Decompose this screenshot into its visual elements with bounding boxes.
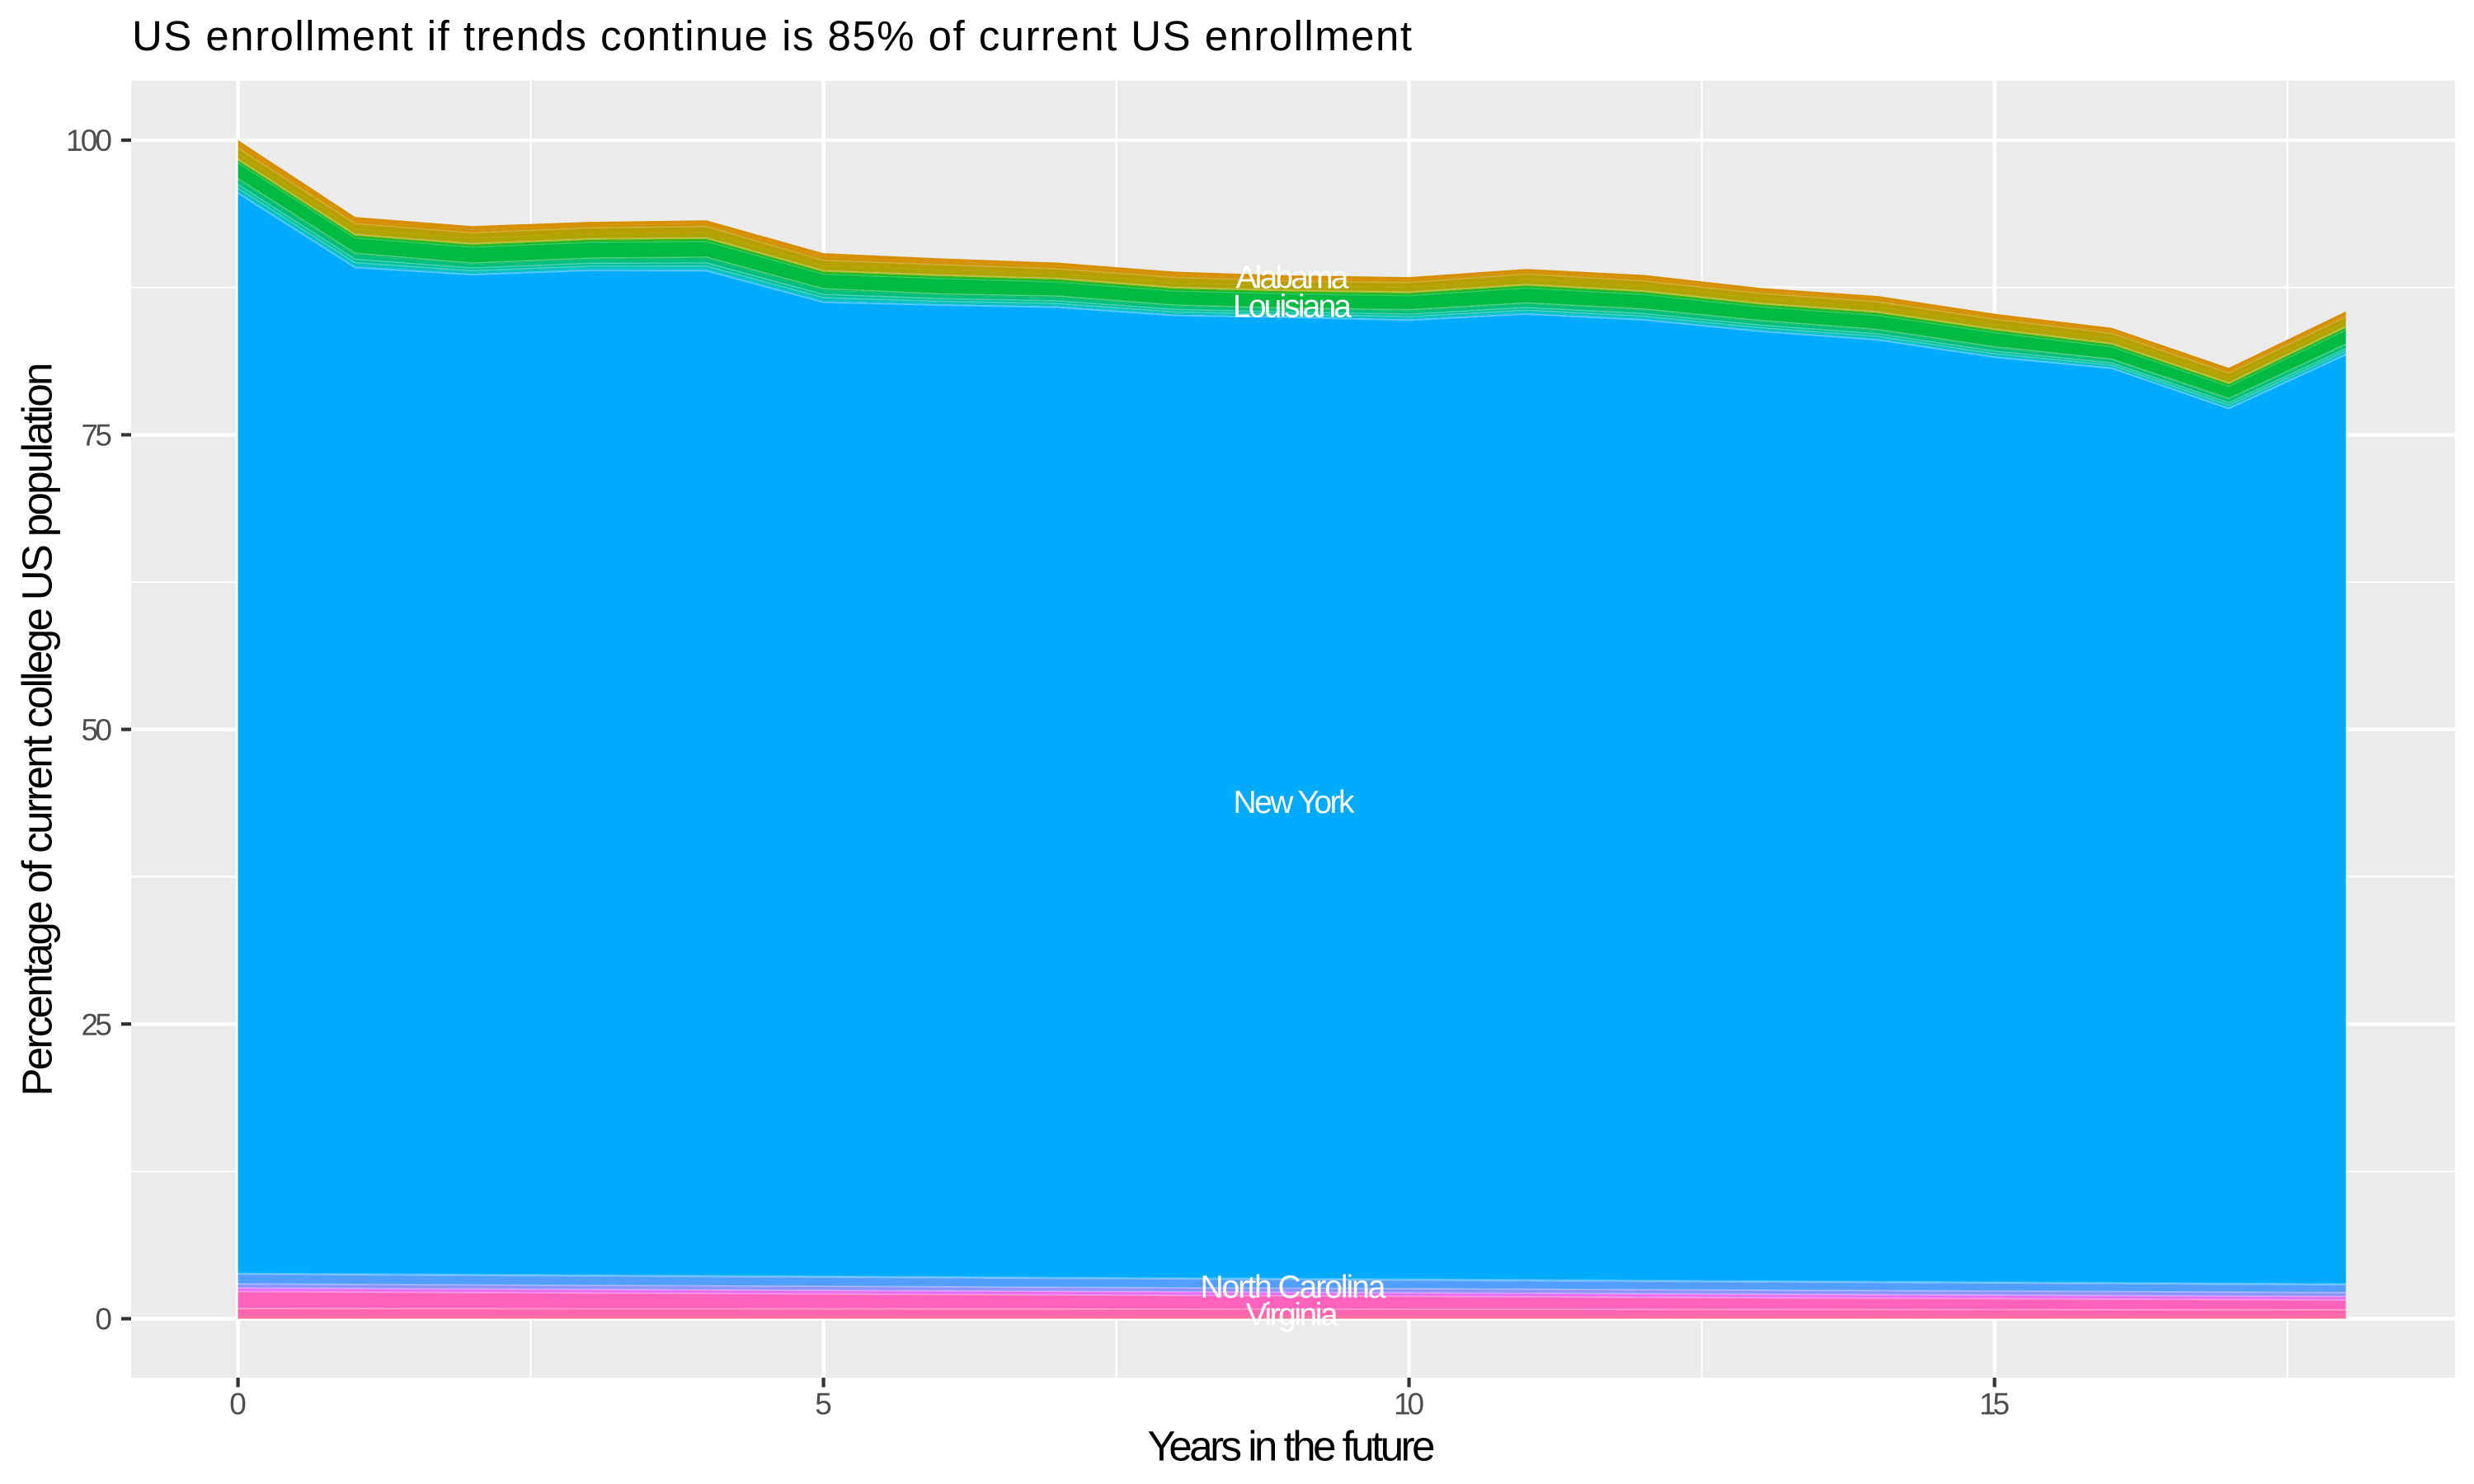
svg-text:5: 5 <box>815 1388 832 1421</box>
svg-text:Years in the future: Years in the future <box>1148 1423 1436 1470</box>
svg-text:North Carolina: North Carolina <box>1201 1270 1386 1305</box>
svg-text:100: 100 <box>66 124 112 157</box>
svg-text:New York: New York <box>1234 785 1356 820</box>
svg-text:Virginia: Virginia <box>1246 1297 1338 1332</box>
svg-text:50: 50 <box>82 713 113 747</box>
svg-text:Alabama: Alabama <box>1236 261 1349 296</box>
svg-text:0: 0 <box>95 1303 112 1336</box>
svg-text:15: 15 <box>1979 1388 2010 1421</box>
svg-text:Percentage of current college: Percentage of current college US populat… <box>14 362 61 1096</box>
svg-text:Louisiana: Louisiana <box>1233 289 1352 324</box>
svg-text:US enrollment if trends contin: US enrollment if trends continue is 85% … <box>132 12 1412 59</box>
svg-text:10: 10 <box>1394 1388 1424 1421</box>
svg-text:0: 0 <box>229 1388 247 1421</box>
svg-text:75: 75 <box>82 419 113 453</box>
svg-text:25: 25 <box>82 1007 113 1041</box>
